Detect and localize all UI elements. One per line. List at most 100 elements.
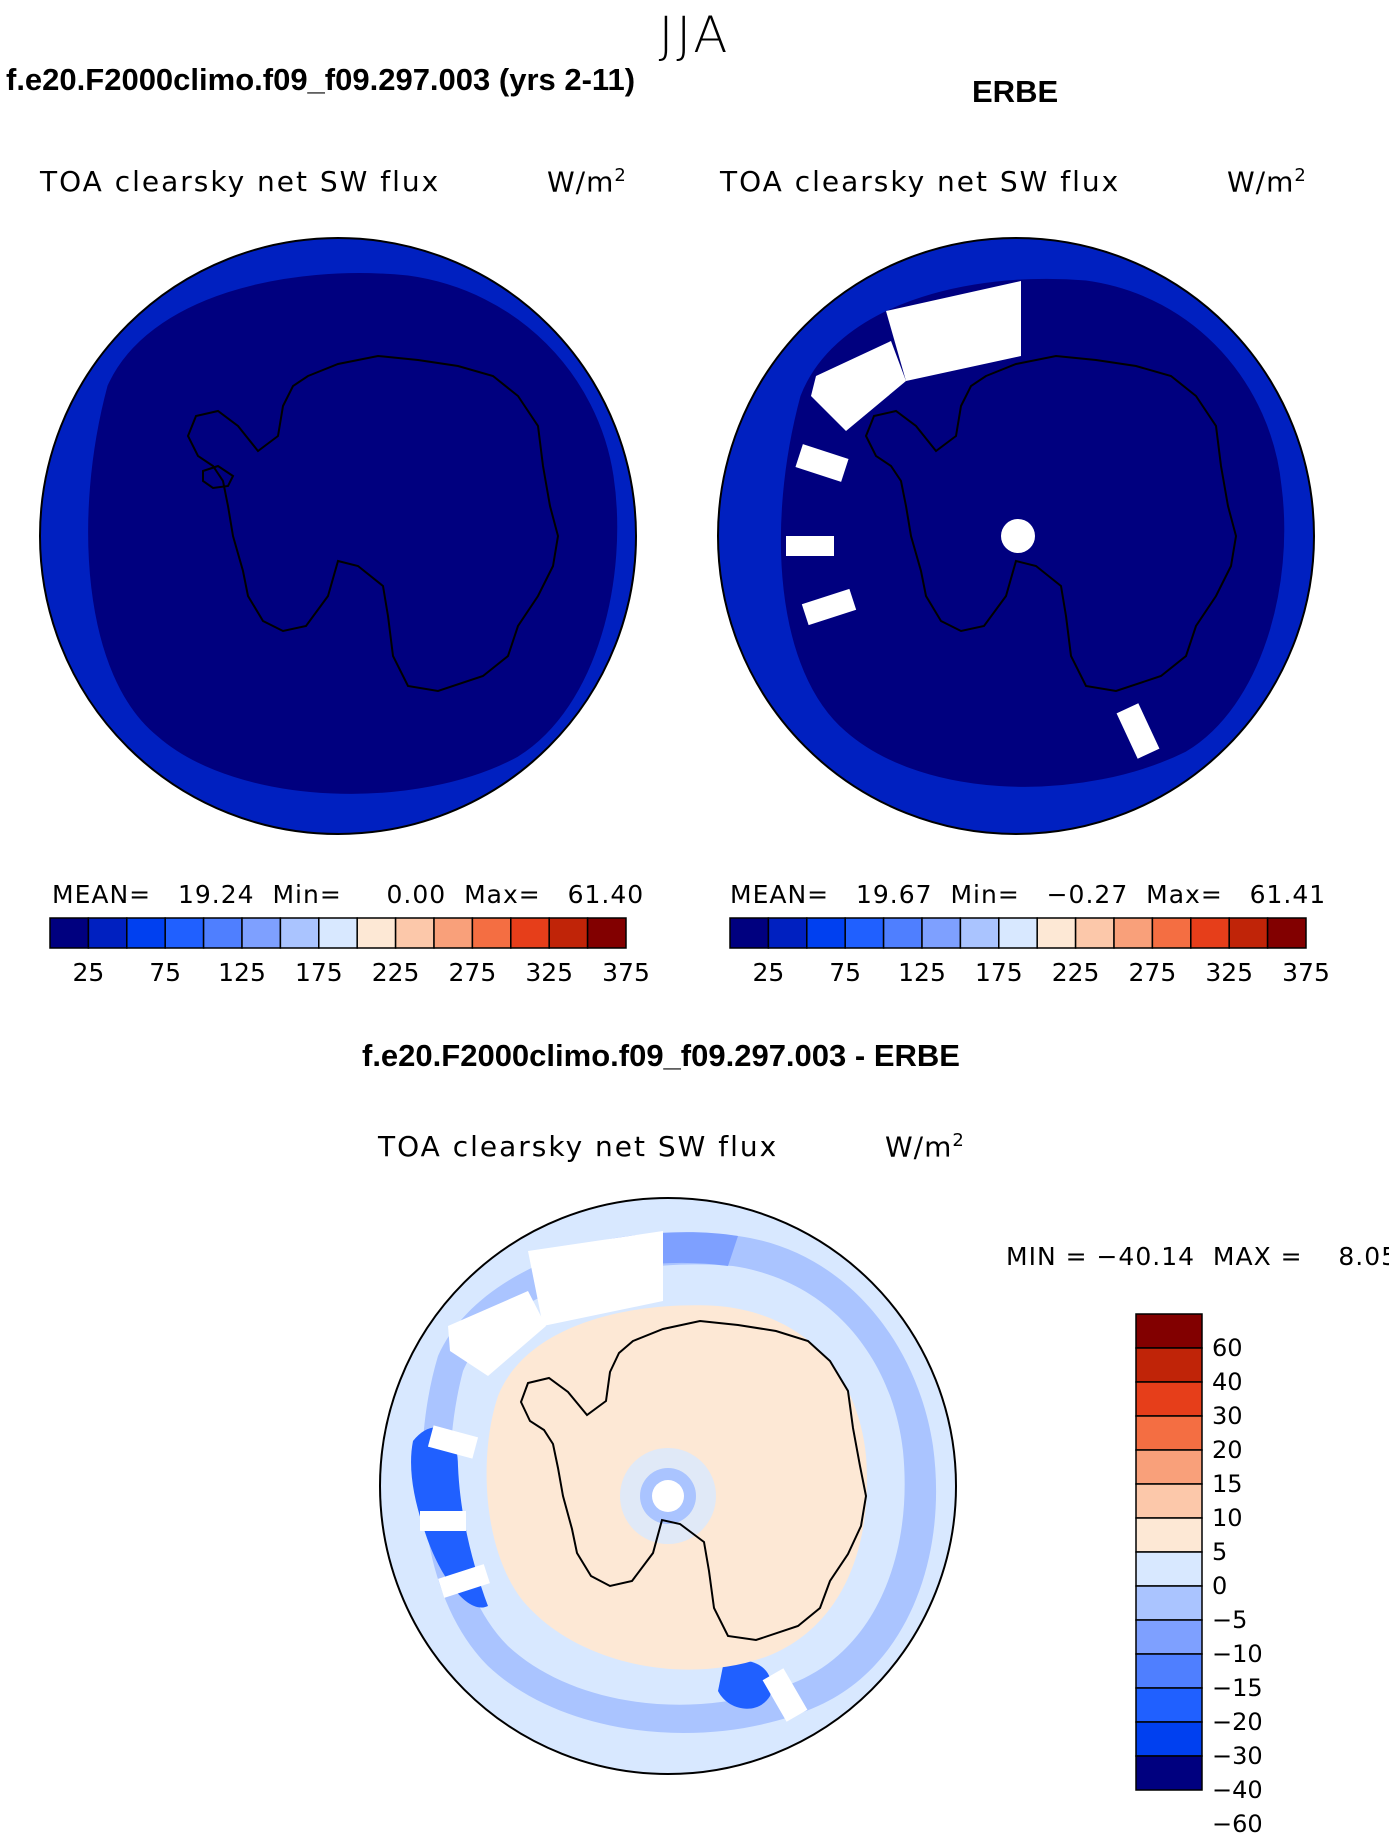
colorbar-tick-label: −5 xyxy=(1212,1606,1248,1634)
colorbar-swatch xyxy=(1135,1449,1203,1485)
colorbar-tick-label: 10 xyxy=(1212,1504,1243,1532)
colorbar-tick-label: −40 xyxy=(1212,1776,1263,1804)
colorbar-swatch xyxy=(1135,1313,1203,1349)
colorbar-swatch xyxy=(921,917,962,949)
colorbar-swatch xyxy=(1190,917,1230,949)
diff-anomaly-southeast xyxy=(718,1660,772,1709)
diff-units: W/m2 xyxy=(885,1130,965,1164)
colorbar-tick-label: −10 xyxy=(1212,1640,1263,1668)
model-polar-map xyxy=(39,237,637,835)
season-title: JJA xyxy=(658,6,731,64)
colorbar-swatch xyxy=(318,917,358,949)
obs-missing-sector-left xyxy=(811,341,906,431)
colorbar-swatch xyxy=(1135,1483,1203,1519)
colorbar-swatch xyxy=(806,917,846,949)
colorbar-swatch xyxy=(241,917,282,949)
colorbar-swatch xyxy=(1266,917,1307,949)
model-units: W/m2 xyxy=(547,165,627,199)
colorbar-swatch xyxy=(471,917,512,949)
colorbar-swatch xyxy=(1135,1381,1203,1417)
colorbar-tick-label: 20 xyxy=(1212,1436,1243,1464)
colorbar-swatch xyxy=(959,917,1000,949)
colorbar-tick-label: 125 xyxy=(218,958,266,987)
colorbar-swatch xyxy=(202,917,243,949)
colorbar-swatch xyxy=(510,917,550,949)
colorbar-swatch xyxy=(1135,1687,1203,1723)
diff-missing-pole xyxy=(652,1480,684,1512)
colorbar-tick-label: 60 xyxy=(1212,1334,1243,1362)
colorbar-swatch xyxy=(1135,1415,1203,1451)
obs-missing-block-3 xyxy=(801,588,857,626)
colorbar-tick-label: 225 xyxy=(1051,958,1100,987)
colorbar-swatch xyxy=(844,917,885,949)
obs-variable-label: TOA clearsky net SW flux xyxy=(720,165,1121,198)
obs-case-title: ERBE xyxy=(972,74,1059,109)
model-variable-label: TOA clearsky net SW flux xyxy=(40,165,441,198)
colorbar-swatch xyxy=(1151,917,1192,949)
colorbar-swatch xyxy=(1228,917,1269,949)
colorbar-tick-label: 25 xyxy=(72,958,105,987)
colorbar-swatch xyxy=(729,917,770,949)
colorbar-swatch xyxy=(87,917,128,949)
colorbar-tick-label: 325 xyxy=(525,958,574,987)
diff-polar-map xyxy=(379,1197,957,1775)
diff-antarctica-coast xyxy=(519,1319,868,1642)
obs-units: W/m2 xyxy=(1227,165,1307,199)
colorbar-tick-label: 15 xyxy=(1212,1470,1243,1498)
colorbar-swatch xyxy=(394,917,435,949)
colorbar-swatch xyxy=(164,917,205,949)
colorbar-tick-label: 375 xyxy=(602,958,650,987)
model-stats: MEAN= 19.24 Min= 0.00 Max= 61.40 xyxy=(52,880,645,909)
colorbar-swatch xyxy=(356,917,397,949)
colorbar-swatch xyxy=(1135,1517,1203,1553)
diff-missing-block-3 xyxy=(438,1564,490,1598)
colorbar-tick-label: 0 xyxy=(1212,1572,1228,1600)
colorbar-tick-label: 125 xyxy=(898,958,946,987)
model-field-ice-zone xyxy=(88,273,618,794)
colorbar-swatch xyxy=(126,917,166,949)
colorbar-swatch xyxy=(1135,1721,1203,1757)
colorbar-swatch xyxy=(1135,1551,1203,1587)
model-antarctica-coast xyxy=(186,354,560,693)
colorbar-swatch xyxy=(998,917,1038,949)
colorbar-tick-label: −20 xyxy=(1212,1708,1263,1736)
obs-missing-block-4 xyxy=(1116,703,1160,759)
colorbar-tick-label: 375 xyxy=(1282,958,1330,987)
colorbar-tick-label: −30 xyxy=(1212,1742,1263,1770)
colorbar-tick-label: 75 xyxy=(829,958,862,987)
diff-missing-sector-top xyxy=(528,1231,663,1326)
colorbar-tick-label: 25 xyxy=(752,958,785,987)
obs-antarctica-coast xyxy=(864,354,1238,693)
obs-missing-sector-top xyxy=(886,281,1021,381)
colorbar-swatch xyxy=(1074,917,1115,949)
obs-colorbar xyxy=(729,917,1307,949)
colorbar-swatch xyxy=(767,917,808,949)
colorbar-swatch xyxy=(548,917,589,949)
model-colorbar xyxy=(49,917,627,949)
colorbar-tick-label: 5 xyxy=(1212,1538,1228,1566)
colorbar-tick-label: 275 xyxy=(448,958,497,987)
colorbar-swatch xyxy=(1135,1347,1203,1383)
colorbar-tick-label: −15 xyxy=(1212,1674,1263,1702)
colorbar-swatch xyxy=(49,917,90,949)
colorbar-swatch xyxy=(1135,1619,1203,1655)
obs-missing-block-2 xyxy=(786,536,834,556)
colorbar-tick-label: 325 xyxy=(1205,958,1254,987)
colorbar-tick-label: 175 xyxy=(294,958,343,987)
diff-missing-block-4 xyxy=(762,1668,808,1722)
colorbar-swatch xyxy=(1036,917,1077,949)
diff-colorbar xyxy=(1135,1313,1203,1791)
colorbar-swatch xyxy=(1135,1585,1203,1621)
colorbar-swatch xyxy=(1135,1755,1203,1791)
model-case-title: f.e20.F2000climo.f09_f09.297.003 (yrs 2-… xyxy=(6,62,636,97)
diff-minmax: MIN = −40.14 MAX = 8.05 xyxy=(1006,1242,1389,1271)
colorbar-tick-label: 40 xyxy=(1212,1368,1243,1396)
diff-variable-label: TOA clearsky net SW flux xyxy=(378,1130,779,1163)
obs-stats: MEAN= 19.67 Min= −0.27 Max= 61.41 xyxy=(730,880,1327,909)
colorbar-swatch xyxy=(586,917,627,949)
colorbar-tick-label: −60 xyxy=(1212,1810,1263,1838)
colorbar-swatch xyxy=(1135,1653,1203,1689)
colorbar-tick-label: 75 xyxy=(149,958,182,987)
diff-missing-block-1 xyxy=(427,1425,479,1459)
obs-missing-pole xyxy=(1001,519,1035,553)
